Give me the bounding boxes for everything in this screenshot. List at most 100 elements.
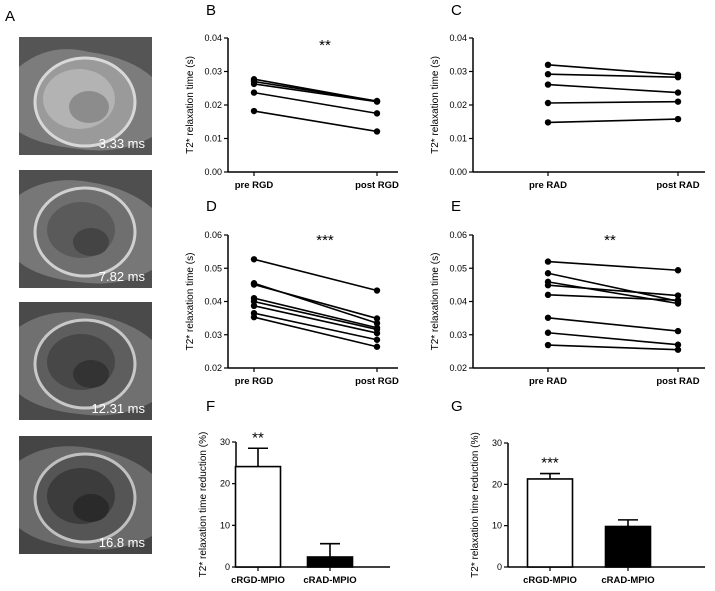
mri-image-2: 7.82 ms — [19, 170, 152, 288]
data-point — [373, 315, 381, 322]
data-point — [674, 346, 682, 353]
y-tick-label: 0.01 — [204, 134, 222, 144]
series-line — [547, 64, 679, 76]
y-tick-label: 0.02 — [204, 363, 222, 373]
y-tick-label: 30 — [220, 437, 230, 447]
echo-time-label: 7.82 ms — [98, 269, 145, 284]
series-line — [547, 281, 679, 305]
x-tick-label: pre RGD — [235, 376, 274, 387]
y-tick-label: 0.05 — [204, 263, 222, 273]
data-point — [674, 341, 682, 348]
y-tick-label: 0.03 — [449, 67, 467, 77]
data-point — [674, 98, 682, 105]
y-axis-title: T2* relaxation time (s) — [430, 253, 441, 351]
chart-d: 0.02 0.03 0.04 0.05 0.06 T2* relaxation time … — [185, 230, 399, 387]
series-line — [547, 118, 679, 124]
data-point — [373, 98, 381, 105]
x-tick-label: post RGD — [355, 180, 399, 191]
data-point — [544, 282, 552, 289]
bar — [234, 465, 282, 568]
y-tick-label: 0.03 — [204, 67, 222, 77]
y-tick-label: 0.04 — [204, 33, 222, 43]
y-tick-label: 0.04 — [449, 33, 467, 43]
data-point — [250, 302, 258, 310]
data-point — [250, 256, 258, 263]
significance-marker: ** — [319, 37, 331, 54]
y-axis-title: T2* relaxation time reduction (%) — [470, 432, 481, 578]
chart-g: 0 10 20 30 T2* relaxation time reduction (%)… — [470, 432, 705, 586]
panel-label-e: E — [451, 198, 462, 215]
data-point — [674, 292, 682, 299]
series-line — [253, 110, 378, 133]
data-point — [674, 296, 682, 304]
data-point — [544, 341, 552, 349]
data-point — [544, 291, 552, 299]
data-point — [373, 110, 381, 117]
data-point — [544, 314, 552, 321]
series-line — [547, 100, 679, 104]
y-tick-label: 20 — [220, 479, 230, 489]
echo-time-label: 12.31 ms — [91, 401, 145, 416]
series-line — [253, 300, 378, 331]
x-tick-label: pre RGD — [235, 180, 274, 191]
x-tick-label: pre RAD — [529, 376, 567, 387]
x-tick-label: cRAD-MPIO — [303, 575, 356, 586]
data-point — [373, 128, 381, 135]
series-line — [253, 258, 378, 292]
y-tick-label: 0.03 — [449, 330, 467, 340]
chart-f: 0 10 20 30 T2* relaxation time reduction (%)… — [198, 429, 390, 586]
significance-marker: *** — [541, 455, 559, 472]
data-point — [544, 81, 552, 88]
panel-label-f: F — [206, 398, 216, 415]
series-line — [253, 305, 378, 334]
y-tick-label: 0.02 — [449, 363, 467, 373]
series-line — [547, 316, 679, 332]
panel-label-b: B — [206, 2, 217, 19]
y-tick-label: 30 — [492, 438, 502, 448]
data-point — [250, 313, 258, 321]
y-tick-label: 0.03 — [204, 330, 222, 340]
y-tick-label: 0.00 — [449, 167, 467, 177]
panel-label-a: A — [5, 8, 16, 25]
series-line — [253, 283, 378, 320]
y-axis-title: T2* relaxation time (s) — [185, 56, 196, 154]
echo-time-label: 16.8 ms — [98, 535, 145, 550]
x-tick-label: cRGD-MPIO — [523, 575, 577, 586]
chart-b: 0.00 0.01 0.02 0.03 0.04 T2* relaxation time … — [185, 33, 399, 191]
y-tick-label: 0.00 — [204, 167, 222, 177]
chart-e: 0.02 0.03 0.04 0.05 0.06 T2* relaxation time … — [430, 230, 705, 387]
series-line — [253, 316, 378, 348]
bar — [604, 525, 652, 568]
y-tick-label: 0.05 — [449, 263, 467, 273]
data-point — [544, 270, 552, 277]
series-line — [547, 344, 679, 351]
echo-time-label: 3.33 ms — [98, 136, 145, 151]
mri-picture — [19, 170, 152, 288]
mri-image-4: 16.8 ms — [19, 436, 152, 554]
data-point — [674, 89, 682, 96]
series-line — [547, 83, 679, 94]
data-point — [250, 89, 258, 96]
y-axis-title: T2* relaxation time (s) — [185, 253, 196, 351]
series-line — [253, 297, 378, 329]
y-tick-label: 0.04 — [449, 297, 467, 307]
data-point — [674, 73, 682, 81]
x-tick-label: post RGD — [355, 376, 399, 387]
significance-marker: ** — [252, 429, 264, 446]
mri-image-3: 12.31 ms — [19, 302, 152, 420]
data-point — [373, 319, 381, 327]
data-point — [250, 107, 258, 115]
y-tick-label: 0.06 — [204, 230, 222, 240]
data-point — [544, 329, 552, 336]
y-axis-title: T2* relaxation time reduction (%) — [198, 432, 209, 578]
panel-label-c: C — [451, 2, 462, 19]
y-tick-label: 10 — [220, 520, 230, 530]
y-tick-label: 20 — [492, 479, 502, 489]
data-point — [250, 281, 258, 288]
y-tick-label: 0.02 — [449, 100, 467, 110]
data-point — [373, 287, 381, 294]
data-point — [544, 61, 552, 68]
y-tick-label: 0.02 — [204, 100, 222, 110]
series-line — [547, 284, 679, 297]
data-point — [544, 119, 552, 126]
